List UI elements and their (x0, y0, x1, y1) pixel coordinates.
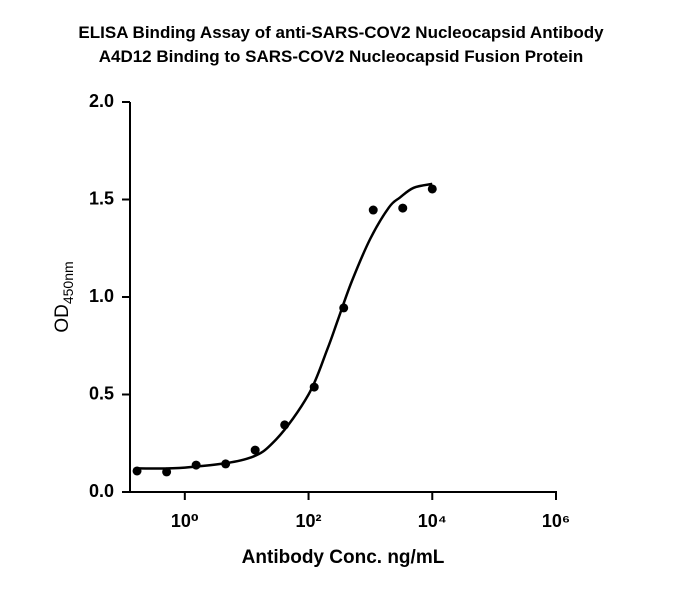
x-tick-label: 10⁴ (418, 511, 447, 531)
chart-title: A4D12 Binding to SARS-COV2 Nucleocapsid … (99, 47, 584, 66)
x-axis-label: Antibody Conc. ng/mL (242, 547, 445, 568)
data-point (368, 205, 378, 215)
data-point (398, 203, 408, 213)
y-tick-label: 1.0 (89, 286, 114, 306)
x-tick-label: 10⁶ (542, 511, 570, 531)
y-label-subscript: 450nm (60, 261, 76, 304)
x-tick-label: 10⁰ (171, 511, 199, 531)
y-tick-label: 2.0 (89, 91, 114, 111)
y-tick-label: 1.5 (89, 188, 114, 208)
x-tick-label: 10² (296, 511, 322, 531)
y-label-main: OD (52, 304, 73, 333)
y-axis-label: OD450nm (52, 261, 76, 332)
data-point (427, 184, 437, 194)
y-tick-label: 0.5 (89, 383, 114, 403)
chart-title: ELISA Binding Assay of anti-SARS-COV2 Nu… (78, 23, 604, 42)
data-point (250, 445, 260, 455)
y-tick-label: 0.0 (89, 481, 114, 501)
fit-curve (137, 182, 433, 470)
